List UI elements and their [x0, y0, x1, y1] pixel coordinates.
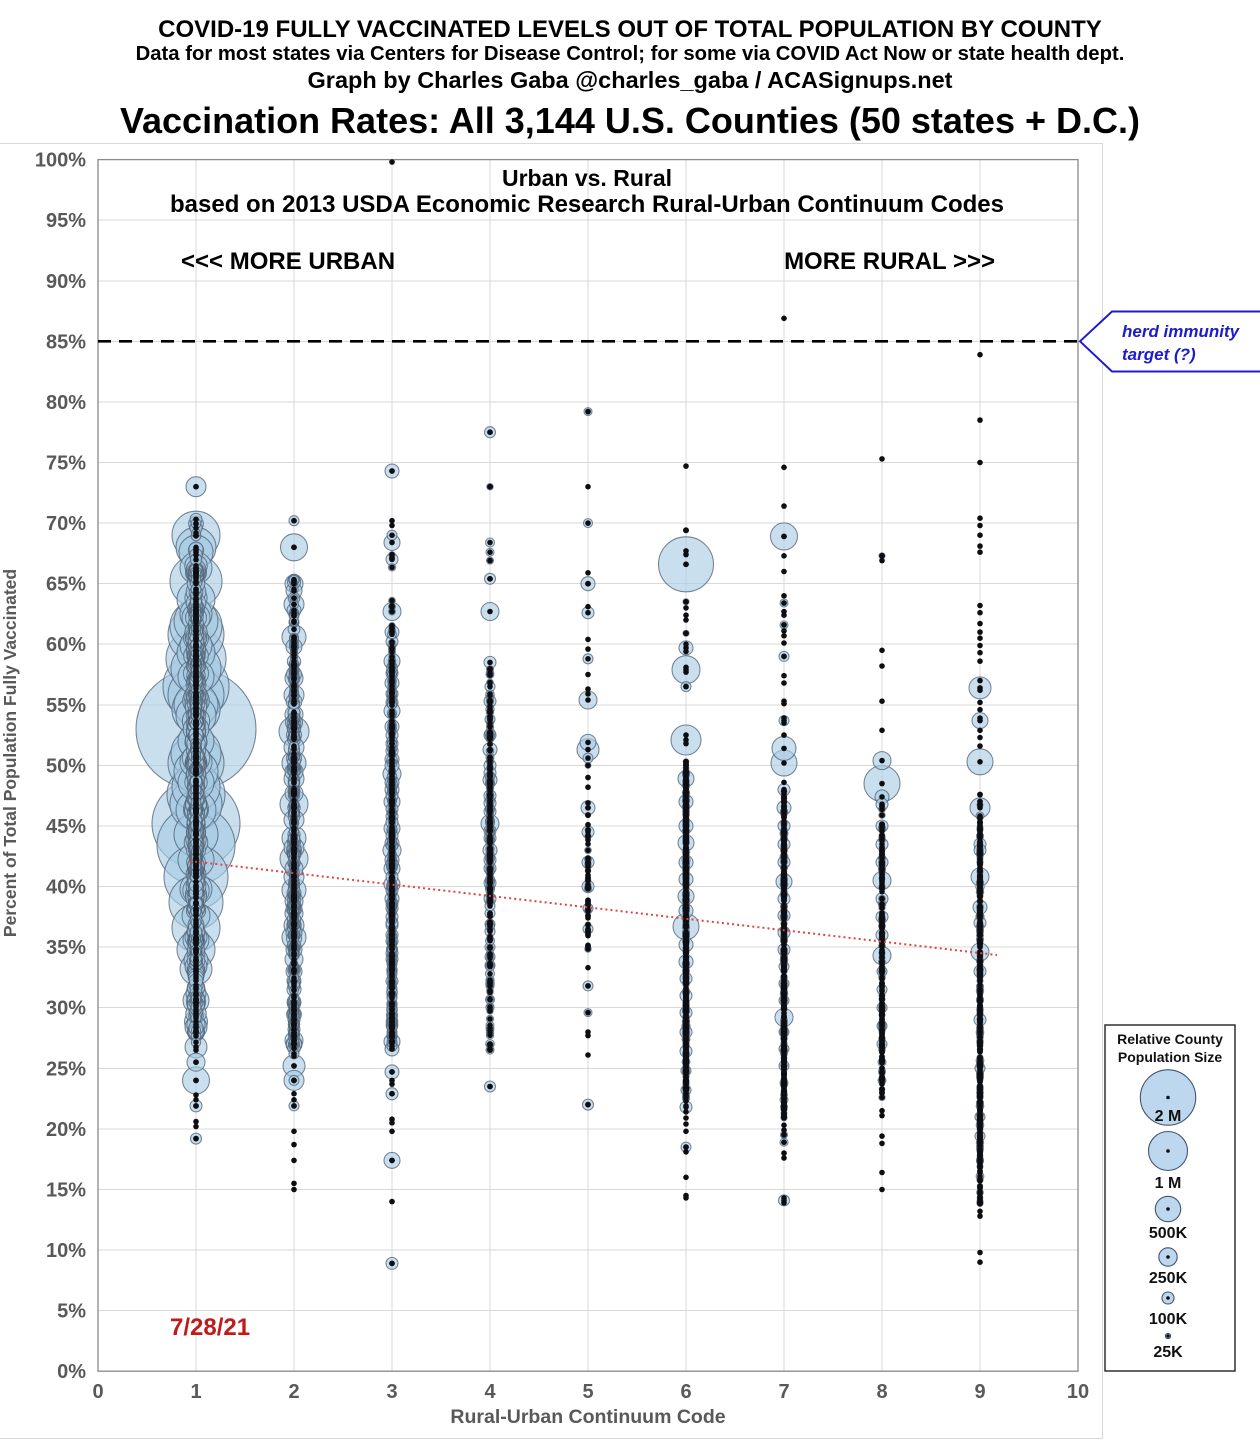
svg-text:65%: 65% — [46, 574, 86, 596]
svg-text:8: 8 — [876, 1381, 887, 1403]
svg-text:4: 4 — [484, 1381, 496, 1403]
svg-text:COVID-19 FULLY VACCINATED LEVE: COVID-19 FULLY VACCINATED LEVELS OUT OF … — [158, 16, 1102, 43]
svg-text:25%: 25% — [46, 1058, 86, 1080]
svg-text:Urban vs. Rural: Urban vs. Rural — [502, 165, 672, 191]
svg-text:35%: 35% — [46, 937, 86, 959]
svg-text:2: 2 — [288, 1381, 299, 1403]
svg-text:Percent of Total Population Fu: Percent of Total Population Fully Vaccin… — [0, 569, 20, 937]
svg-text:100%: 100% — [35, 150, 86, 172]
svg-text:3: 3 — [386, 1381, 397, 1403]
svg-text:herd immunity: herd immunity — [1122, 322, 1241, 341]
svg-text:55%: 55% — [46, 695, 86, 717]
svg-text:MORE RURAL >>>: MORE RURAL >>> — [784, 248, 995, 275]
svg-text:45%: 45% — [46, 816, 86, 838]
svg-text:10: 10 — [1067, 1381, 1089, 1403]
svg-text:Data for most states via Cente: Data for most states via Centers for Dis… — [136, 43, 1125, 65]
svg-text:90%: 90% — [46, 271, 86, 293]
svg-text:target (?): target (?) — [1122, 345, 1196, 364]
svg-text:60%: 60% — [46, 634, 86, 656]
svg-text:based on 2013 USDA Economic Re: based on 2013 USDA Economic Research Rur… — [170, 191, 1004, 218]
svg-text:85%: 85% — [46, 331, 86, 353]
svg-text:50%: 50% — [46, 755, 86, 777]
svg-text:0%: 0% — [57, 1361, 86, 1383]
svg-text:80%: 80% — [46, 392, 86, 414]
svg-text:5%: 5% — [57, 1301, 86, 1323]
svg-text:7: 7 — [778, 1381, 789, 1403]
svg-text:6: 6 — [680, 1381, 691, 1403]
svg-text:15%: 15% — [46, 1180, 86, 1202]
svg-text:20%: 20% — [46, 1119, 86, 1141]
svg-text:9: 9 — [974, 1381, 985, 1403]
svg-text:0: 0 — [92, 1381, 103, 1403]
svg-text:30%: 30% — [46, 998, 86, 1020]
svg-text:95%: 95% — [46, 210, 86, 232]
svg-text:75%: 75% — [46, 453, 86, 475]
svg-text:40%: 40% — [46, 877, 86, 899]
svg-text:<<< MORE URBAN: <<< MORE URBAN — [181, 248, 395, 275]
svg-text:Graph by Charles Gaba @charles: Graph by Charles Gaba @charles_gaba / AC… — [308, 67, 953, 93]
svg-text:70%: 70% — [46, 513, 86, 535]
svg-text:10%: 10% — [46, 1240, 86, 1262]
svg-text:Vaccination Rates: All 3,144 U: Vaccination Rates: All 3,144 U.S. Counti… — [120, 100, 1140, 141]
svg-text:Rural-Urban Continuum Code: Rural-Urban Continuum Code — [450, 1406, 725, 1428]
svg-text:5: 5 — [582, 1381, 593, 1403]
svg-text:1: 1 — [190, 1381, 201, 1403]
